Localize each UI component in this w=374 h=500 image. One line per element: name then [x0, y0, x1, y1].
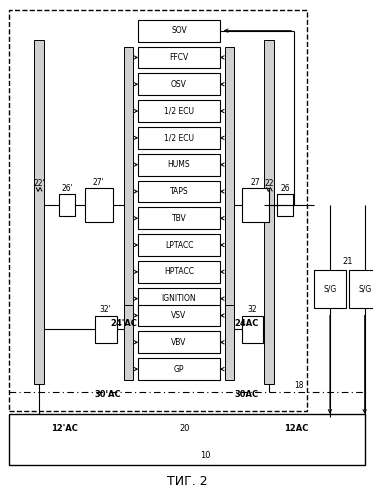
Text: 20: 20: [180, 424, 190, 433]
Bar: [138, 154, 220, 176]
Text: 24'AC: 24'AC: [111, 320, 138, 328]
Text: 26': 26': [61, 184, 73, 193]
Text: VSV: VSV: [171, 311, 187, 320]
Text: IGNITION: IGNITION: [162, 294, 196, 303]
Bar: [278, 194, 293, 216]
Text: S/G: S/G: [358, 284, 371, 293]
Text: 1/2 ECU: 1/2 ECU: [164, 106, 194, 116]
Bar: [138, 100, 220, 122]
Text: 27': 27': [93, 178, 105, 187]
Text: 24AC: 24AC: [234, 320, 259, 328]
Bar: [9, 10, 307, 411]
Text: TBV: TBV: [172, 214, 186, 222]
Bar: [138, 304, 220, 326]
Bar: [124, 304, 133, 380]
Bar: [95, 316, 117, 344]
Bar: [138, 288, 220, 310]
Bar: [138, 20, 220, 42]
Bar: [264, 40, 275, 384]
Text: S/G: S/G: [323, 284, 337, 293]
Text: HUMS: HUMS: [168, 160, 190, 169]
Text: GP: GP: [174, 364, 184, 374]
Bar: [9, 414, 365, 466]
Text: 21: 21: [342, 258, 353, 266]
Bar: [138, 332, 220, 353]
Bar: [138, 74, 220, 95]
Text: 30AC: 30AC: [234, 390, 259, 399]
Bar: [242, 188, 269, 222]
Bar: [314, 270, 346, 308]
Text: 26: 26: [280, 184, 290, 193]
Bar: [225, 304, 234, 380]
Bar: [225, 46, 234, 310]
Text: 30'AC: 30'AC: [95, 390, 121, 399]
Bar: [59, 194, 75, 216]
Bar: [124, 46, 133, 310]
Text: VBV: VBV: [171, 338, 187, 347]
Text: 12AC: 12AC: [284, 424, 309, 433]
Bar: [138, 358, 220, 380]
Bar: [242, 316, 263, 344]
Bar: [138, 208, 220, 229]
Bar: [349, 270, 374, 308]
Bar: [138, 180, 220, 203]
Text: 22': 22': [33, 179, 45, 188]
Bar: [138, 46, 220, 68]
Text: 10: 10: [200, 451, 211, 460]
Text: HPTACC: HPTACC: [164, 268, 194, 276]
Bar: [85, 188, 113, 222]
Text: 32': 32': [100, 305, 111, 314]
Text: 27: 27: [251, 178, 260, 187]
Text: ΤИГ. 2: ΤИГ. 2: [167, 475, 207, 488]
Text: 12'AC: 12'AC: [51, 424, 78, 433]
Text: 1/2 ECU: 1/2 ECU: [164, 134, 194, 142]
Text: 32: 32: [248, 305, 257, 314]
Bar: [138, 234, 220, 256]
Text: FFCV: FFCV: [169, 53, 189, 62]
Text: OSV: OSV: [171, 80, 187, 88]
Text: LPTACC: LPTACC: [165, 240, 193, 250]
Bar: [138, 127, 220, 149]
Text: 22: 22: [265, 179, 274, 188]
Bar: [34, 40, 44, 384]
Text: SOV: SOV: [171, 26, 187, 35]
Text: 18: 18: [294, 382, 304, 390]
Bar: [138, 261, 220, 283]
Text: TAPS: TAPS: [170, 187, 188, 196]
